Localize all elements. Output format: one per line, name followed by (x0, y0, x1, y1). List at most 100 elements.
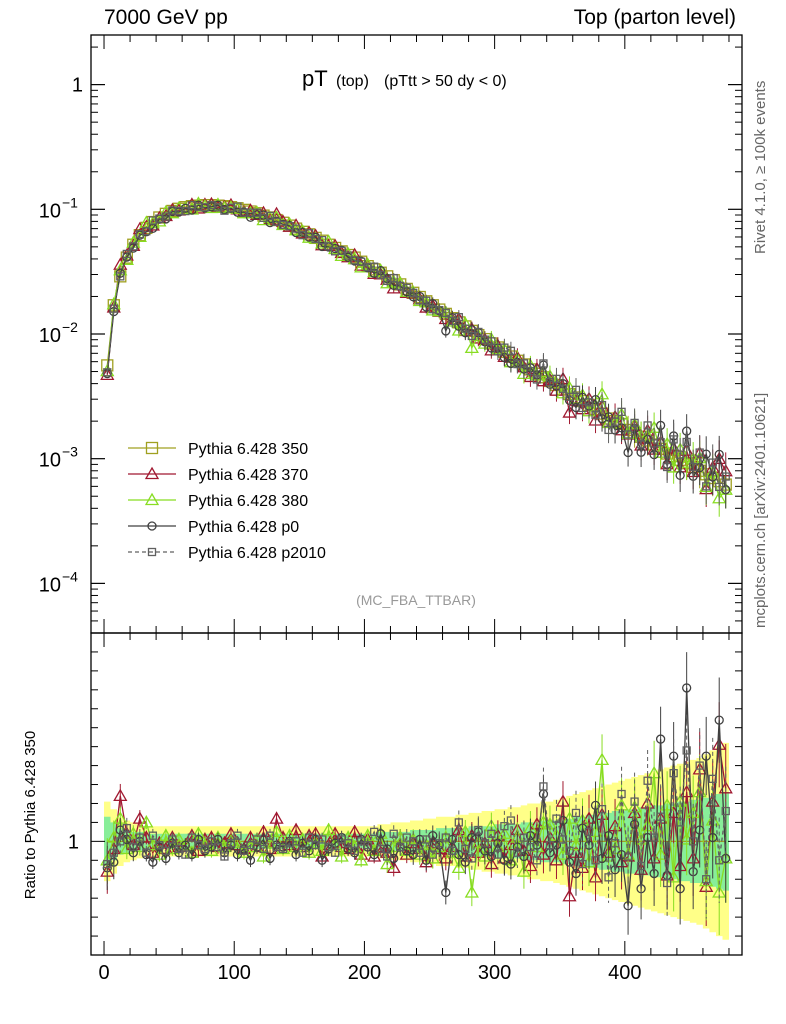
ratio-point (181, 850, 190, 859)
ratio-point (487, 829, 496, 838)
data-point (389, 273, 398, 283)
ratio-point (623, 901, 633, 911)
ratio-point (669, 769, 678, 778)
ratio-point (676, 818, 685, 827)
legend-label-p2010: Pythia 6.428 p2010 (188, 545, 326, 562)
data-point (558, 384, 568, 393)
data-point (636, 440, 646, 449)
ratio-point (461, 844, 470, 854)
ratio-point (376, 829, 386, 839)
data-point (701, 449, 711, 459)
ratio-point (682, 683, 692, 693)
ratio-point (155, 840, 164, 850)
data-point (317, 241, 327, 252)
ratio-point (389, 829, 398, 838)
ratio-point (539, 782, 548, 791)
ratio-point (106, 830, 121, 843)
ratio-point (317, 835, 327, 844)
data-point (265, 211, 275, 221)
data-point (578, 403, 587, 413)
ratio-point (419, 837, 434, 851)
ratio-point (389, 853, 399, 864)
data-point (233, 202, 242, 211)
ratio-point (116, 837, 125, 846)
ratio-point (142, 848, 151, 857)
ratio-point (458, 824, 473, 838)
ratio-point (597, 805, 607, 814)
ratio-point (571, 808, 581, 818)
data-point (675, 470, 685, 481)
data-point (324, 242, 333, 251)
ratio-point (551, 840, 562, 850)
ratio-point (122, 823, 131, 833)
ratio-point (526, 842, 535, 852)
ratio-point (288, 822, 304, 836)
ratio-point (516, 864, 532, 877)
data-point (252, 208, 262, 217)
ratio-point (629, 819, 640, 829)
data-point (584, 398, 594, 407)
data-point (656, 438, 665, 447)
ratio-point (428, 850, 437, 859)
ratio-point (701, 751, 711, 761)
ratio-point (532, 856, 542, 865)
data-point (370, 262, 379, 271)
data-point (474, 327, 483, 337)
ratio-point (630, 797, 639, 806)
data-point (591, 410, 600, 419)
data-point (245, 212, 256, 222)
ratio-point (148, 831, 157, 840)
data-point (506, 346, 516, 355)
ratio-point (187, 833, 197, 842)
ratio-point (126, 826, 141, 839)
series-p0 (102, 200, 731, 509)
y-tick-exponent: −3 (62, 444, 78, 460)
ratio-point (158, 828, 173, 841)
data-point (643, 421, 652, 430)
ratio-point (506, 816, 516, 825)
ratio-point (310, 834, 321, 845)
ratio-point (161, 846, 171, 855)
ratio-point (715, 856, 724, 865)
ratio-point (702, 875, 711, 884)
ratio-point (383, 852, 392, 861)
ratio-point (565, 846, 574, 855)
ratio-point (269, 811, 284, 824)
ratio-point (604, 873, 613, 882)
y-tick-exponent: −2 (62, 319, 78, 335)
data-point (571, 385, 581, 395)
data-point (129, 242, 138, 251)
ratio-point (193, 834, 204, 845)
ratio-point (545, 840, 555, 850)
x-tick-label: 400 (608, 962, 641, 984)
ratio-point (321, 822, 336, 836)
data-point (526, 366, 535, 376)
ratio-point (695, 761, 704, 770)
data-point (291, 224, 301, 233)
ratio-point (558, 815, 568, 826)
data-point (604, 425, 613, 435)
data-point (617, 407, 626, 416)
legend-label-p370: Pythia 6.428 370 (188, 467, 308, 484)
data-point (116, 272, 125, 281)
y-tick-label: 1 (72, 75, 83, 97)
ratio-point (708, 774, 717, 783)
ratio-point (278, 844, 288, 854)
ratio-point (311, 840, 320, 850)
ratio-point (304, 833, 314, 842)
ratio-point (467, 854, 476, 863)
ratio-point (649, 833, 659, 842)
data-point (721, 472, 730, 481)
data-point (317, 236, 327, 245)
legend-marker-p2010 (147, 547, 157, 557)
ratio-point (291, 849, 301, 860)
data-point (715, 482, 724, 492)
ratio-point (584, 840, 594, 850)
ratio-point (689, 837, 698, 846)
ratio-point (642, 832, 653, 843)
ratio-point (324, 842, 333, 852)
data-point (122, 249, 131, 259)
ratio-point (451, 822, 466, 836)
ratio-point (115, 825, 125, 835)
